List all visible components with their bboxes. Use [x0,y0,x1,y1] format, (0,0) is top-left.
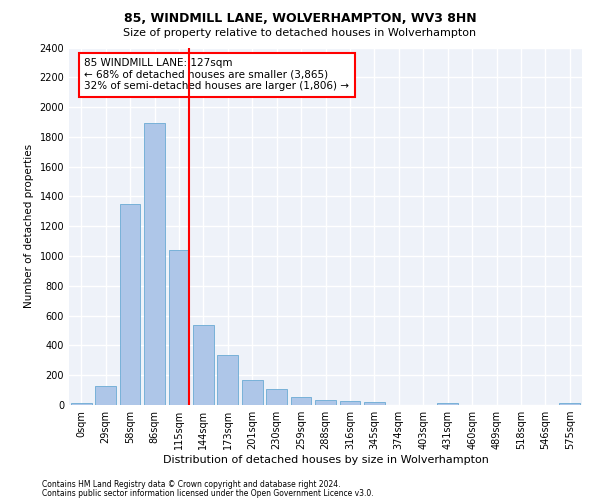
Bar [290,397,311,405]
Bar [144,124,165,405]
Y-axis label: Number of detached properties: Number of detached properties [24,144,34,308]
Bar [437,403,458,405]
Bar [364,402,385,405]
Text: Contains HM Land Registry data © Crown copyright and database right 2024.: Contains HM Land Registry data © Crown c… [42,480,341,489]
Text: Size of property relative to detached houses in Wolverhampton: Size of property relative to detached ho… [124,28,476,38]
Bar [242,380,263,405]
Bar [266,388,287,405]
Bar [315,400,336,405]
Text: Contains public sector information licensed under the Open Government Licence v3: Contains public sector information licen… [42,488,374,498]
Bar [559,403,580,405]
Bar [217,355,238,405]
Text: 85 WINDMILL LANE: 127sqm
← 68% of detached houses are smaller (3,865)
32% of sem: 85 WINDMILL LANE: 127sqm ← 68% of detach… [85,58,349,92]
Bar [193,324,214,405]
Bar [340,402,361,405]
Bar [71,403,92,405]
Text: 85, WINDMILL LANE, WOLVERHAMPTON, WV3 8HN: 85, WINDMILL LANE, WOLVERHAMPTON, WV3 8H… [124,12,476,26]
Bar [169,250,190,405]
Bar [119,204,140,405]
X-axis label: Distribution of detached houses by size in Wolverhampton: Distribution of detached houses by size … [163,455,488,465]
Bar [95,386,116,405]
